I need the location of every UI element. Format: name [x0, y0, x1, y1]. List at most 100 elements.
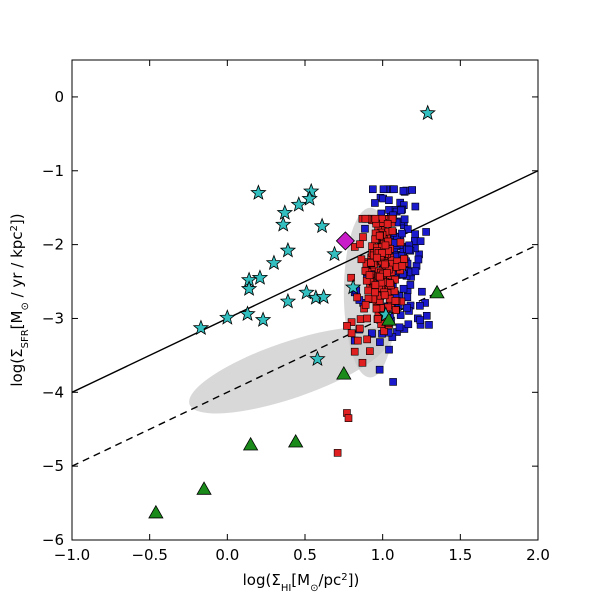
- red-square-point: [367, 258, 375, 267]
- triangle-point: [429, 284, 445, 299]
- blue-square-point: [389, 378, 397, 386]
- red-square-point: [356, 324, 364, 333]
- star-point: [276, 204, 294, 220]
- blue-square-point: [367, 329, 376, 338]
- triangle-point: [148, 504, 164, 519]
- red-square-point: [373, 253, 381, 262]
- red-square-point: [344, 414, 353, 422]
- star-point: [251, 269, 269, 285]
- shaded-ellipse-2: [189, 326, 390, 414]
- red-square-point: [371, 281, 380, 289]
- star-point: [219, 309, 236, 325]
- red-square-point: [343, 322, 351, 330]
- red-square-point: [333, 449, 342, 457]
- blue-square-point: [405, 245, 413, 254]
- red-square-point: [376, 272, 384, 281]
- red-square-point: [391, 297, 400, 305]
- x-tick-label: 0.5: [293, 546, 317, 564]
- red-square-point: [354, 336, 362, 345]
- star-point: [239, 305, 256, 322]
- red-square-point: [386, 279, 394, 288]
- solid-fit-line: [71, 170, 539, 393]
- red-square-point: [380, 291, 389, 300]
- y-tick-label: −6: [42, 531, 64, 549]
- red-square-point: [375, 231, 384, 240]
- blue-square-point: [361, 224, 369, 233]
- star-point: [301, 190, 318, 206]
- marker-points: [148, 104, 445, 519]
- blue-square-point: [396, 311, 405, 319]
- red-square-point: [350, 347, 359, 356]
- red-square-point: [372, 304, 381, 313]
- blue-square-point: [398, 229, 406, 238]
- square-points: [333, 185, 433, 457]
- y-tick-label: 0: [54, 88, 64, 106]
- red-square-point: [388, 214, 397, 223]
- blue-square-point: [390, 185, 398, 194]
- blue-square-point: [425, 321, 433, 329]
- red-square-point: [371, 288, 379, 297]
- blue-square-point: [406, 281, 415, 289]
- dashed-fit-line: [71, 243, 539, 467]
- blue-square-point: [408, 186, 416, 194]
- x-tick-label: 1.0: [371, 546, 395, 564]
- y-tick-label: −3: [42, 309, 64, 327]
- red-square-point: [373, 315, 382, 323]
- blue-square-point: [414, 255, 423, 264]
- blue-square-point: [403, 303, 411, 312]
- red-square-point: [396, 238, 405, 247]
- star-point: [265, 254, 283, 271]
- red-square-point: [383, 220, 392, 228]
- triangle-point: [196, 481, 212, 495]
- blue-square-point: [411, 230, 419, 238]
- star-point: [344, 278, 362, 295]
- red-square-point: [388, 227, 397, 235]
- red-square-point: [380, 260, 389, 269]
- fit-lines: [71, 170, 539, 467]
- y-tick-label: −1: [42, 162, 64, 180]
- blue-square-point: [411, 267, 420, 276]
- red-square-point: [359, 233, 367, 241]
- star-point: [240, 280, 258, 296]
- blue-square-point: [418, 287, 426, 296]
- x-tick-label: 2.0: [526, 546, 550, 564]
- star-point: [298, 284, 315, 300]
- star-point: [419, 104, 436, 121]
- x-tick-label: 0.0: [215, 546, 239, 564]
- diamond-point: [335, 231, 355, 251]
- x-tick-label: −0.5: [131, 546, 167, 564]
- triangle-point: [287, 433, 304, 448]
- star-point: [254, 311, 272, 327]
- axis-ticks: −1.0 −0.5 0.0 0.5 1.0 1.5 2.0 −6 −5 −4 −3 −2 −1 0: [42, 60, 550, 564]
- blue-square-point: [397, 206, 405, 215]
- red-square-point: [363, 314, 371, 323]
- red-square-point: [380, 327, 388, 335]
- red-square-point: [391, 306, 400, 314]
- blue-square-point: [399, 187, 408, 195]
- red-square-point: [366, 347, 374, 355]
- plot-frame: [71, 59, 539, 541]
- star-point: [250, 184, 267, 200]
- red-square-point: [357, 255, 366, 264]
- y-axis-label: log(ΣSFR[M⊙ / yr / kpc2]): [8, 213, 31, 386]
- red-square-point: [364, 286, 372, 295]
- blue-square-point: [395, 323, 404, 332]
- triangle-point: [242, 436, 259, 451]
- star-point: [326, 245, 343, 262]
- x-axis-label: log(ΣHI[M⊙/pc2]): [243, 571, 360, 594]
- star-point: [309, 350, 326, 367]
- blue-square-point: [416, 316, 424, 324]
- blue-square-point: [375, 365, 384, 374]
- blue-square-point: [400, 215, 409, 224]
- red-square-point: [356, 315, 365, 323]
- red-square-point: [398, 262, 407, 270]
- red-square-point: [371, 214, 380, 223]
- blue-square-point: [379, 185, 388, 194]
- red-square-point: [381, 241, 390, 250]
- star-point: [279, 292, 297, 309]
- red-square-point: [361, 267, 370, 275]
- red-square-point: [363, 335, 371, 344]
- y-tick-label: −4: [42, 383, 64, 401]
- star-point: [313, 217, 331, 234]
